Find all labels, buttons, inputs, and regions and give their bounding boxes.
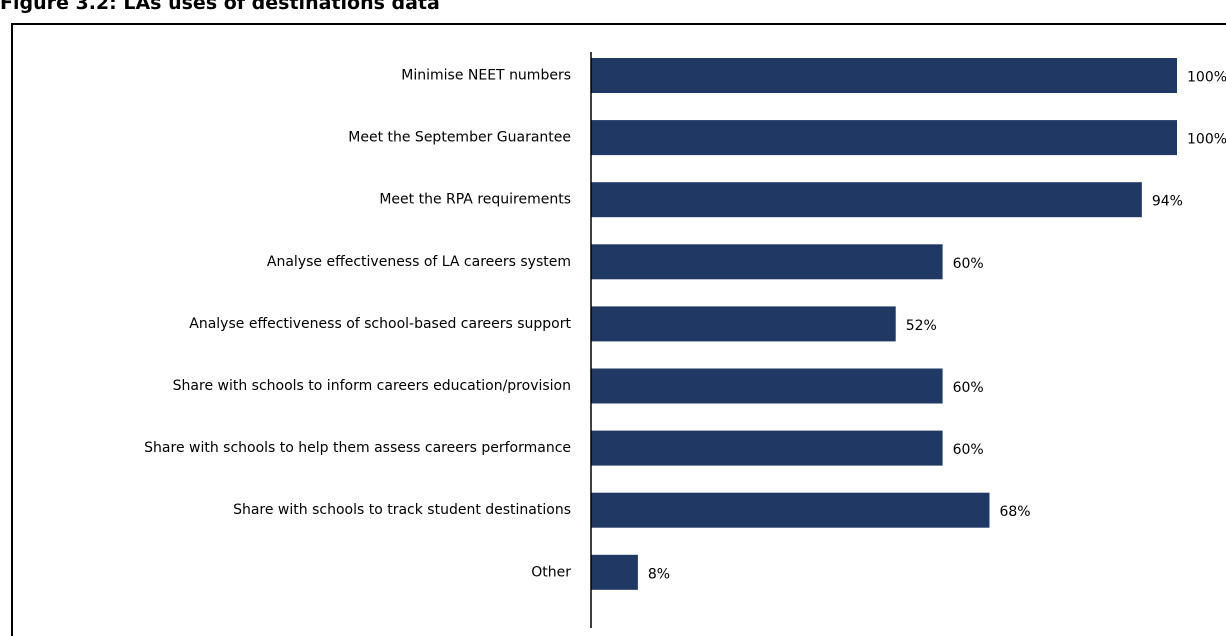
bar <box>591 58 1177 93</box>
value-labels-layer: 100% 100% 94% 60% 52% 60% 60% 68% 8% <box>648 70 1226 583</box>
category-label: Meet the RPA requirements <box>379 192 571 208</box>
value-label: 60% <box>953 442 984 458</box>
bars-layer <box>591 58 1177 590</box>
figure-title: Figure 3.2: LAs uses of destinations dat… <box>0 0 440 14</box>
category-label: Analyse effectiveness of school-based ca… <box>189 316 571 332</box>
value-label: 100% <box>1187 70 1226 86</box>
bar <box>591 244 943 280</box>
category-label: Analyse effectiveness of LA careers syst… <box>267 254 571 270</box>
bar <box>591 492 990 528</box>
category-label: Share with schools to help them assess c… <box>144 440 571 456</box>
bar <box>591 430 943 466</box>
category-labels-layer: Minimise NEET numbers Meet the September … <box>144 68 571 581</box>
value-label: 60% <box>953 380 984 396</box>
value-label: 8% <box>648 566 670 582</box>
category-label: Share with schools to inform careers edu… <box>173 378 571 394</box>
bar <box>591 306 896 342</box>
category-label: Minimise NEET numbers <box>401 68 571 84</box>
bar <box>591 554 638 590</box>
value-label: 52% <box>906 318 937 334</box>
bar <box>591 368 943 404</box>
value-label: 100% <box>1187 132 1226 148</box>
category-label: Share with schools to track student dest… <box>233 502 571 518</box>
bar <box>591 120 1177 156</box>
category-label: Meet the September Guarantee <box>348 130 571 146</box>
category-label: Other <box>531 564 571 580</box>
value-label: 60% <box>953 256 984 272</box>
bar <box>591 182 1142 218</box>
value-label: 68% <box>999 504 1030 520</box>
value-label: 94% <box>1152 194 1183 210</box>
